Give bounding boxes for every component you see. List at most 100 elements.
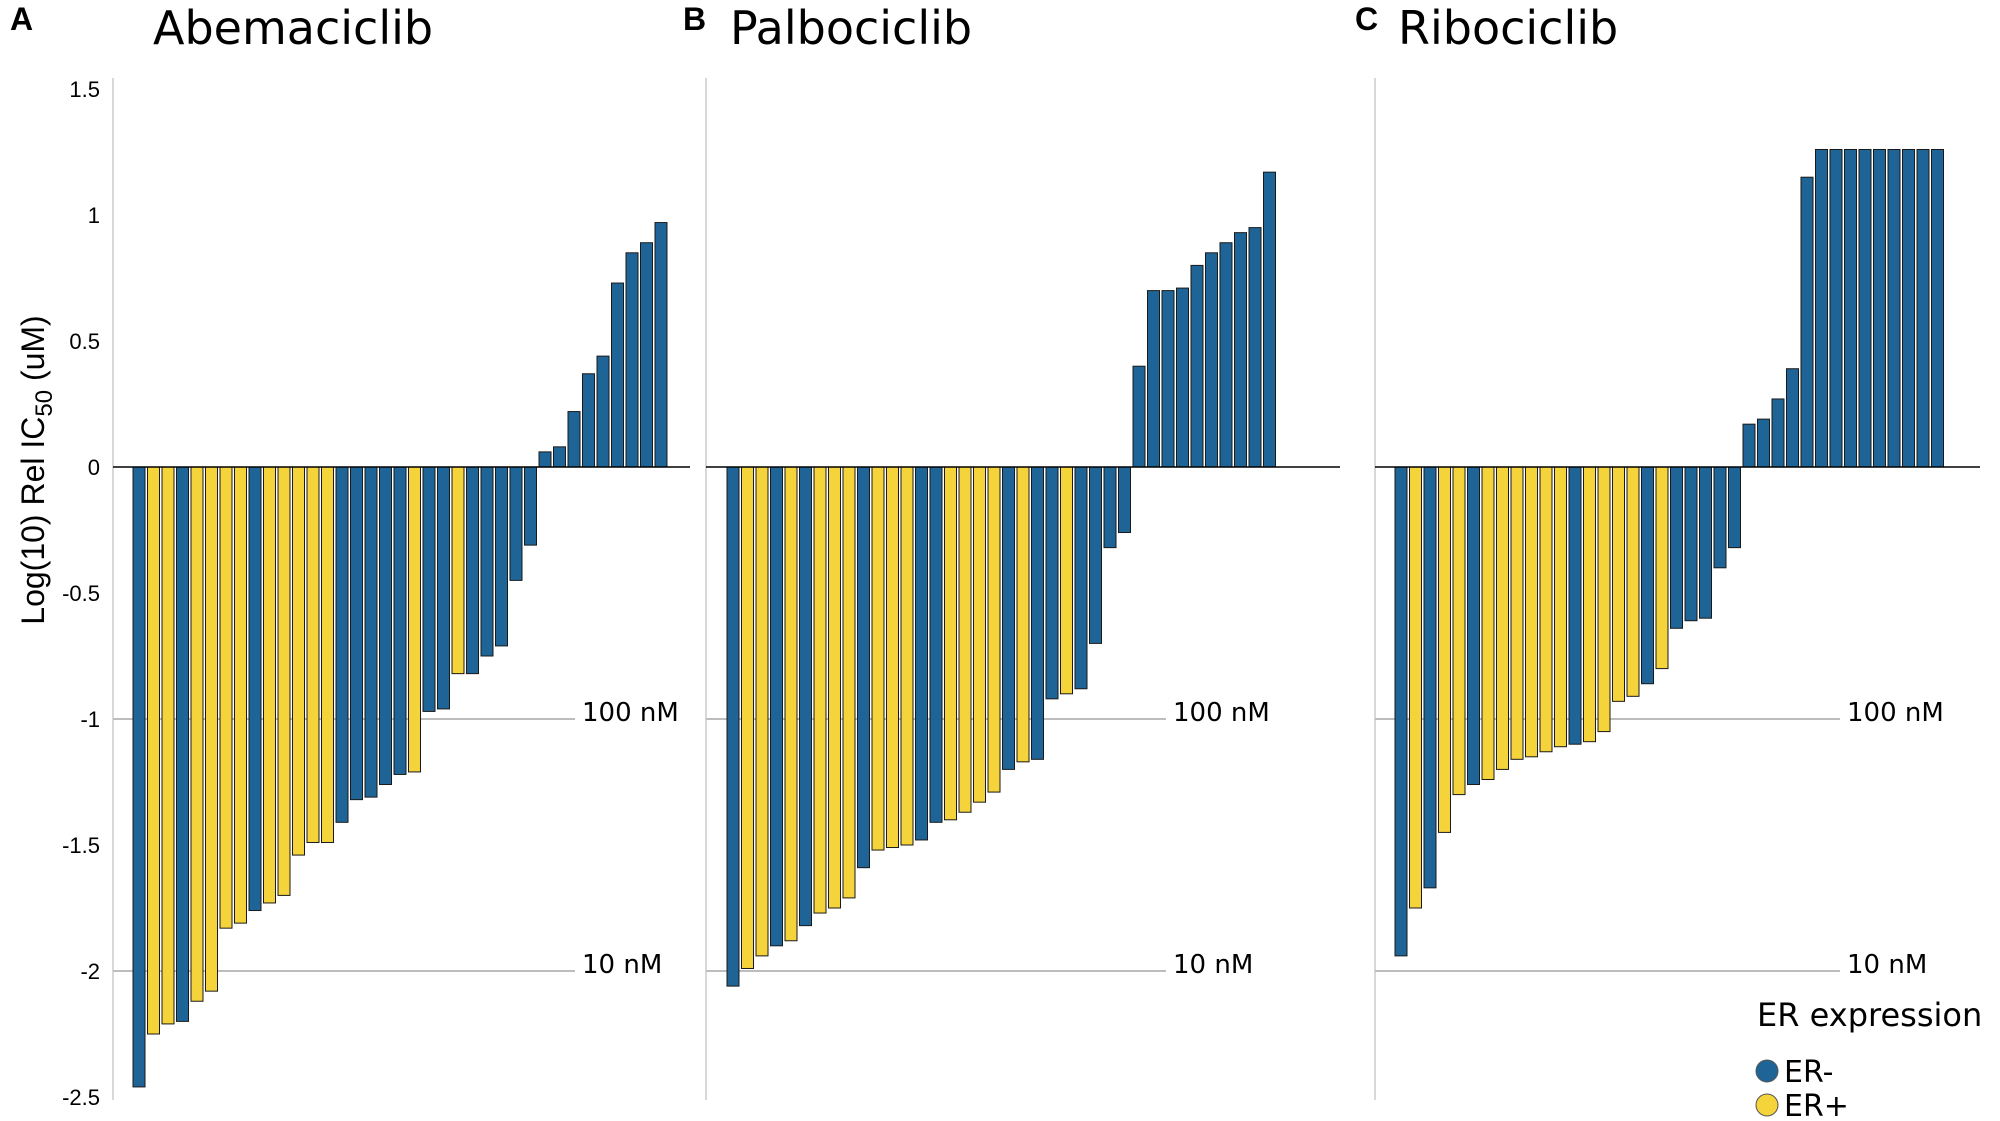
bar — [770, 466, 783, 947]
bar — [451, 466, 465, 675]
bar — [1858, 148, 1872, 468]
y-tick-label: 1 — [88, 203, 100, 228]
bar — [857, 466, 870, 869]
bar — [755, 466, 769, 957]
bar — [596, 355, 610, 468]
bar — [625, 252, 639, 468]
bar — [1655, 466, 1669, 670]
bar — [509, 466, 523, 581]
bar — [1539, 466, 1553, 753]
bar — [1554, 466, 1567, 748]
legend-label-neg: ER- — [1784, 1055, 1833, 1090]
legend-label-pos: ER+ — [1784, 1089, 1849, 1121]
bar — [1423, 466, 1437, 889]
reference-line-label: 10 nM — [582, 950, 662, 980]
reference-line-label: 100 nM — [1173, 698, 1270, 728]
bar — [553, 446, 566, 468]
bar — [1234, 232, 1247, 468]
bar — [1248, 227, 1262, 468]
bar — [1219, 242, 1233, 468]
bar — [1190, 264, 1204, 468]
bar — [1684, 466, 1698, 622]
y-axis-label: Log(10) Rel IC50 (uM) — [15, 315, 58, 624]
bar — [248, 466, 262, 912]
reference-line-label: 10 nM — [1847, 950, 1927, 980]
bar — [364, 466, 378, 798]
bar — [1873, 148, 1886, 468]
bar — [1060, 466, 1073, 695]
bar — [277, 466, 291, 896]
bar — [524, 466, 537, 546]
bar — [1742, 423, 1756, 468]
bar — [1409, 466, 1422, 909]
legend-swatch-pos — [1755, 1093, 1779, 1117]
bar — [1670, 466, 1683, 629]
bar — [1641, 466, 1654, 685]
bar — [611, 282, 624, 468]
bar — [147, 466, 160, 1035]
reference-line-label: 100 nM — [1847, 698, 1944, 728]
bar — [1481, 466, 1495, 780]
bar — [1176, 287, 1189, 468]
bar — [219, 466, 233, 929]
bar — [1074, 466, 1088, 690]
bar — [1568, 466, 1582, 745]
bar — [973, 466, 986, 803]
bar — [1496, 466, 1509, 770]
bar — [1161, 290, 1175, 468]
bar — [335, 466, 349, 823]
bar — [640, 242, 653, 468]
bar — [1844, 148, 1857, 468]
bar — [480, 466, 494, 657]
bar — [306, 466, 320, 843]
bar — [1597, 466, 1611, 733]
bar — [886, 466, 899, 849]
reference-line-label: 10 nM — [1173, 950, 1253, 980]
bar — [1089, 466, 1102, 644]
bar — [1786, 368, 1799, 468]
panel-a: 100 nM 10 nM A Abemaciclib — [10, 1, 690, 1088]
bar — [1263, 171, 1276, 468]
bar — [1438, 466, 1451, 833]
y-tick-label: -2.5 — [62, 1085, 100, 1110]
bar — [408, 466, 421, 773]
bar — [929, 466, 943, 823]
bar — [1771, 398, 1785, 468]
panel-title: Ribociclib — [1398, 1, 1618, 55]
bar — [1815, 148, 1828, 468]
y-tick-label: -2 — [80, 959, 100, 984]
bar — [1728, 466, 1741, 549]
bar — [1103, 466, 1117, 549]
bar — [1800, 176, 1814, 468]
bar — [538, 451, 552, 468]
y-tick-label: -1.5 — [62, 833, 100, 858]
panel-title: Palbociclib — [730, 1, 972, 55]
panel-letter: B — [683, 1, 706, 37]
bar — [1887, 148, 1901, 468]
bar — [1002, 466, 1015, 770]
reference-line-label: 100 nM — [582, 698, 679, 728]
bar — [915, 466, 928, 841]
panel-letter: C — [1355, 1, 1378, 37]
bar — [900, 466, 914, 846]
bar — [1829, 148, 1843, 468]
bar — [741, 466, 754, 969]
bar — [1583, 466, 1596, 743]
bar — [1147, 290, 1160, 468]
bar — [379, 466, 392, 786]
bar — [799, 466, 812, 927]
legend: ER expression ER-ER+ — [1755, 996, 1982, 1121]
bar — [350, 466, 363, 801]
bar — [1510, 466, 1524, 760]
y-axis: Log(10) Rel IC50 (uM) 1.5 1 0.5 0 -0.5 -1 -1.5… — [15, 77, 100, 1110]
bar — [393, 466, 407, 775]
bar — [234, 466, 247, 924]
bar — [871, 466, 885, 851]
bar — [205, 466, 218, 992]
bar — [1205, 252, 1218, 468]
bar — [828, 466, 841, 909]
panel-letter: A — [10, 1, 33, 37]
bar — [422, 466, 436, 712]
bar — [1626, 466, 1640, 697]
